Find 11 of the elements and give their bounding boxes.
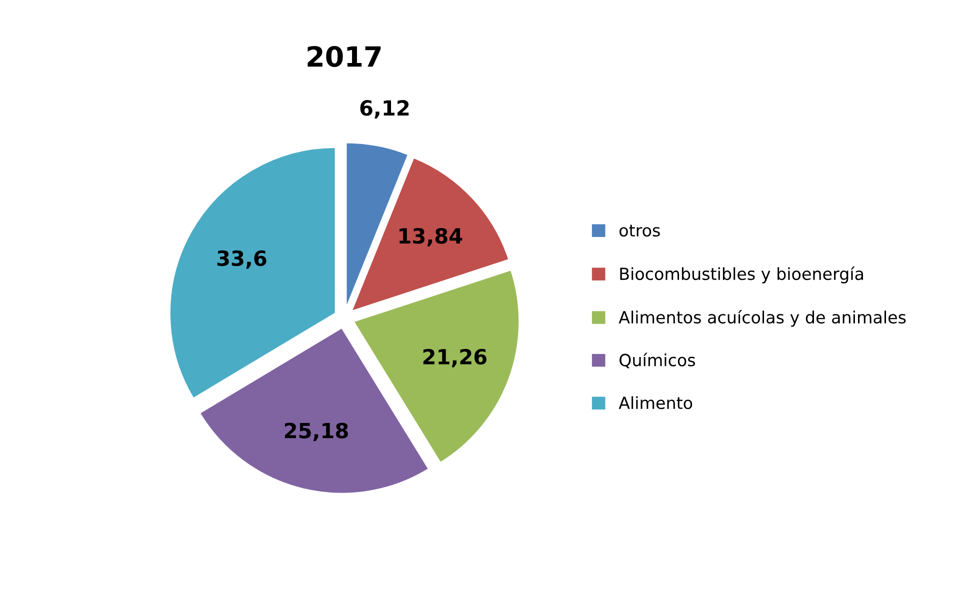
legend-label: Alimentos acuícolas y de animales (618, 310, 906, 327)
legend-label: otros (620, 224, 660, 237)
data-label: 33,6 (217, 250, 266, 269)
data-label: 21,26 (423, 348, 487, 368)
legend-label: Alimento (618, 396, 692, 410)
legend-label: Biocombustibles y bioenergía (620, 266, 864, 284)
legend-label: Químicos (620, 352, 696, 368)
data-label: 13,84 (400, 228, 462, 246)
chart-title: 2017 (308, 46, 381, 67)
data-label: 25,18 (284, 422, 348, 442)
data-label: 6,12 (360, 100, 409, 118)
